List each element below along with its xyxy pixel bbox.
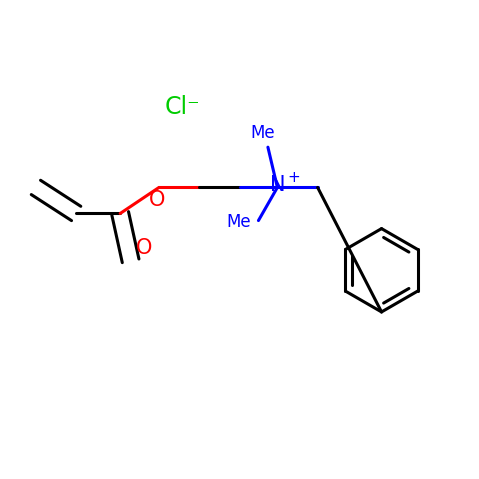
Text: Me: Me bbox=[227, 213, 251, 230]
Text: +: + bbox=[288, 170, 300, 184]
Text: N: N bbox=[270, 175, 285, 195]
Text: Cl⁻: Cl⁻ bbox=[165, 95, 201, 119]
Text: O: O bbox=[137, 239, 153, 259]
Text: O: O bbox=[148, 190, 165, 210]
Text: Me: Me bbox=[251, 125, 275, 142]
